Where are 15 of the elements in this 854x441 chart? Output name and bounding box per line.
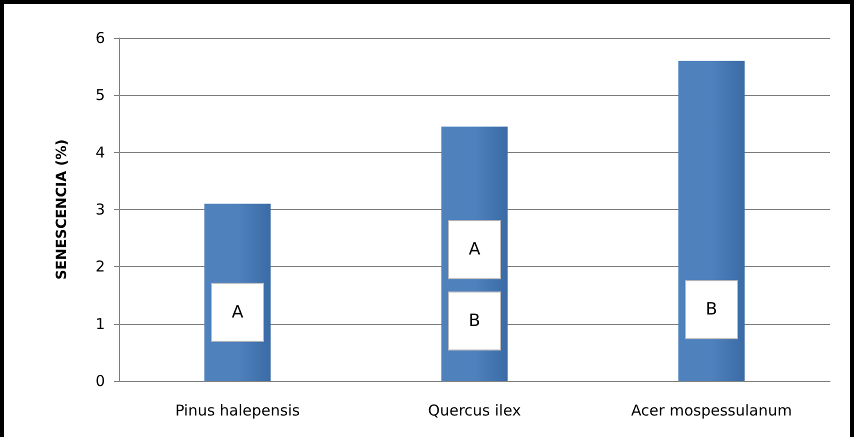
- y-tick-label: 6: [95, 29, 105, 47]
- y-tick-label: 4: [95, 143, 105, 162]
- annotation: A: [232, 302, 244, 322]
- x-tick-label: Pinus halepensis: [175, 402, 300, 420]
- annotation: B: [468, 310, 480, 331]
- y-tick-label: 2: [95, 258, 105, 276]
- y-tick-label: 0: [95, 372, 105, 390]
- y-axis-title: SENESCENCIA (%): [54, 139, 70, 280]
- x-tick-label: Quercus ilex: [428, 402, 522, 420]
- annotation: A: [468, 240, 481, 260]
- annotation: B: [706, 300, 718, 320]
- y-tick-label: 5: [95, 86, 105, 104]
- y-tick-label: 1: [95, 314, 105, 333]
- y-tick-label: 3: [95, 200, 105, 218]
- x-tick-label: Acer mospessulanum: [631, 402, 792, 420]
